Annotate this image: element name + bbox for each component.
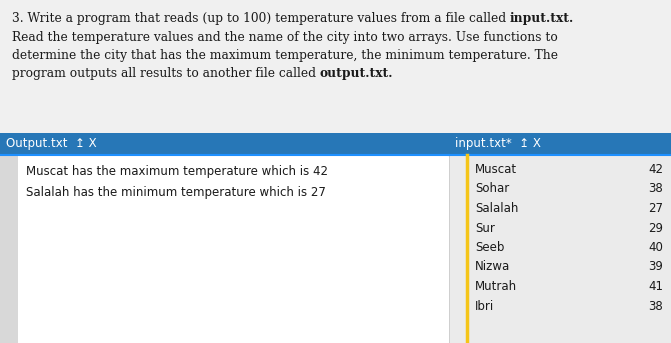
Text: 3. Write a program that reads (up to 100) temperature values from a file called: 3. Write a program that reads (up to 100… <box>12 12 510 25</box>
Text: Sur: Sur <box>475 222 495 235</box>
Text: Read the temperature values and the name of the city into two arrays. Use functi: Read the temperature values and the name… <box>12 31 558 44</box>
Text: 29: 29 <box>648 222 663 235</box>
Bar <box>0 155 18 343</box>
Bar <box>449 133 671 155</box>
Bar <box>0 133 449 155</box>
Text: Seeb: Seeb <box>475 241 505 254</box>
Text: Nizwa: Nizwa <box>475 260 510 273</box>
Text: 42: 42 <box>648 163 663 176</box>
Text: 41: 41 <box>648 280 663 293</box>
Bar <box>0 155 449 343</box>
Text: 27: 27 <box>648 202 663 215</box>
Text: Ibri: Ibri <box>475 299 495 312</box>
Text: input.txt.: input.txt. <box>510 12 574 25</box>
Text: input.txt*  ↥ X: input.txt* ↥ X <box>455 138 541 151</box>
Text: Mutrah: Mutrah <box>475 280 517 293</box>
Text: determine the city that has the maximum temperature, the minimum temperature. Th: determine the city that has the maximum … <box>12 49 558 62</box>
Text: Muscat has the maximum temperature which is 42: Muscat has the maximum temperature which… <box>26 165 328 178</box>
Text: Output.txt  ↥ X: Output.txt ↥ X <box>6 138 97 151</box>
Text: Salalah: Salalah <box>475 202 519 215</box>
Text: Sohar: Sohar <box>475 182 509 196</box>
Text: 38: 38 <box>648 299 663 312</box>
Text: 38: 38 <box>648 182 663 196</box>
Text: output.txt.: output.txt. <box>320 68 393 81</box>
Text: Muscat: Muscat <box>475 163 517 176</box>
Text: program outputs all results to another file called: program outputs all results to another f… <box>12 68 320 81</box>
Text: 40: 40 <box>648 241 663 254</box>
Bar <box>449 155 671 343</box>
Text: Salalah has the minimum temperature which is 27: Salalah has the minimum temperature whic… <box>26 186 326 199</box>
Text: 39: 39 <box>648 260 663 273</box>
